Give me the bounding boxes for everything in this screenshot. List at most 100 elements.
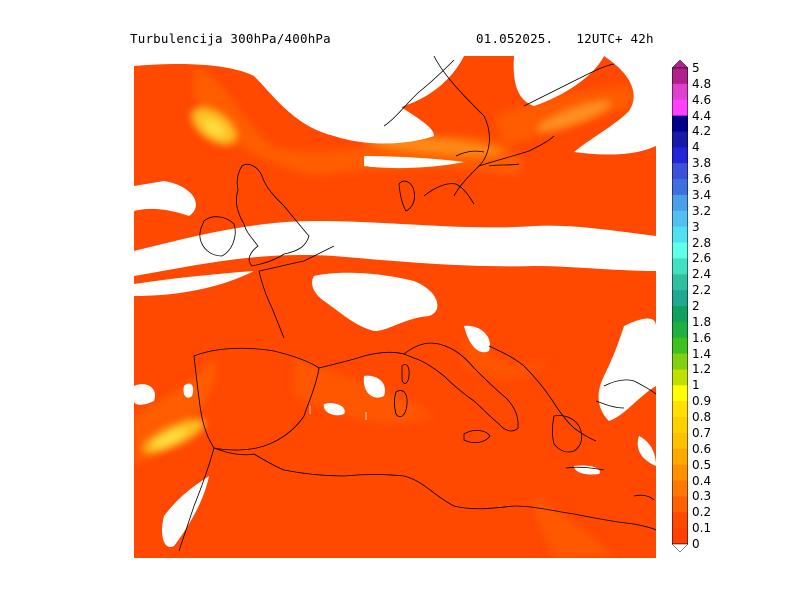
coast-britain <box>236 163 310 267</box>
legend-swatch <box>672 290 688 307</box>
legend-swatch <box>672 99 688 117</box>
legend-label: 3.2 <box>692 203 712 218</box>
legend-swatch <box>672 432 688 450</box>
legend-swatch <box>672 68 688 85</box>
legend-label: 4.6 <box>692 92 712 107</box>
legend-label: 0 <box>692 537 700 551</box>
legend-label: 1 <box>692 378 700 393</box>
legend-swatch <box>672 115 688 132</box>
legend-swatch <box>672 417 688 434</box>
legend-label: 2.4 <box>692 267 712 282</box>
coast-france-med <box>318 351 405 369</box>
coast-scandinavia <box>383 56 615 197</box>
legend-swatch <box>672 226 688 244</box>
high-cores <box>142 100 612 453</box>
legend-label: 0.2 <box>692 505 712 520</box>
legend-label: 3 <box>692 219 700 234</box>
clear-areas <box>134 56 656 547</box>
clear-central-europe-band <box>134 221 656 276</box>
coast-baltic <box>423 150 520 205</box>
legend-label: 0.5 <box>692 457 712 472</box>
legend-label: 3.4 <box>692 187 712 202</box>
clear-biscay-band <box>134 271 254 296</box>
field-ticks <box>177 278 485 420</box>
clear-balkans-east <box>598 318 656 421</box>
legend-swatch <box>672 337 688 355</box>
legend-arrow-bottom <box>672 543 688 552</box>
coast-balkans <box>488 345 597 442</box>
color-legend-bar <box>672 60 688 552</box>
legend-label: 3.6 <box>692 172 712 187</box>
legend-swatch <box>672 353 688 370</box>
legend-swatch <box>672 448 688 466</box>
clear-atlantic-sw <box>134 384 155 405</box>
legend-swatch <box>672 83 688 101</box>
clear-adriatic <box>464 325 490 353</box>
legend-label: 1.8 <box>692 314 712 329</box>
legend-label: 4.2 <box>692 124 712 139</box>
coast-iberia <box>193 347 320 451</box>
legend-arrow-top <box>672 60 688 69</box>
legend-label: 2.6 <box>692 251 712 266</box>
clear-arctic-east <box>574 56 656 155</box>
legend-label: 2.8 <box>692 235 712 250</box>
legend-label: 4 <box>692 140 700 155</box>
coastlines <box>178 56 656 552</box>
legend-swatch <box>672 274 688 291</box>
legend-swatch <box>672 528 688 545</box>
legend-label: 4.4 <box>692 108 712 123</box>
core-iberia-west-inner <box>153 429 187 447</box>
clear-sardinia <box>363 375 385 398</box>
clear-alps <box>312 272 438 331</box>
turbulence-map <box>134 56 656 558</box>
coast-north-africa <box>213 447 656 531</box>
legend-label: 0.6 <box>692 441 712 456</box>
legend-label: 1.4 <box>692 346 712 361</box>
legend-swatch <box>672 306 688 323</box>
legend-label: 1.6 <box>692 330 712 345</box>
coast-sicily <box>463 430 491 444</box>
clear-balearic <box>323 403 345 416</box>
legend-label: 5 <box>692 61 700 75</box>
coast-ireland <box>199 216 236 257</box>
legend-label: 1.2 <box>692 362 712 377</box>
legend-label: 4.8 <box>692 76 712 91</box>
legend-swatch <box>672 258 688 275</box>
legend-label: 0.8 <box>692 410 712 425</box>
coast-sardinia <box>394 390 408 418</box>
clear-norway-sea <box>274 56 464 121</box>
legend-swatch <box>672 369 688 386</box>
map-title: Turbulencija 300hPa/400hPa <box>130 31 331 46</box>
clear-atlantic-coast <box>183 383 194 398</box>
legend-swatch <box>672 464 688 482</box>
legend-label: 0.4 <box>692 473 712 488</box>
valid-time: 01.052025. 12UTC+ 42h <box>476 31 654 46</box>
legend-swatch <box>672 321 688 339</box>
legend-label: 0.1 <box>692 521 712 536</box>
clear-black-sea-edge <box>637 436 656 466</box>
legend-swatch <box>672 242 688 259</box>
coast-crete <box>565 466 605 471</box>
clear-scandinavia-north <box>513 56 604 106</box>
coast-denmark <box>398 180 415 212</box>
core-north-atlantic-inner <box>203 119 225 137</box>
legend-swatch <box>672 210 688 228</box>
coast-corsica <box>401 364 410 384</box>
legend-swatch <box>672 512 688 529</box>
legend-swatch <box>672 385 688 402</box>
coast-morocco <box>178 447 215 552</box>
legend-label: 3.8 <box>692 156 712 171</box>
legend-label: 2 <box>692 299 700 313</box>
band-africa-south <box>534 496 614 558</box>
clear-north-atlantic-low <box>134 181 196 216</box>
legend-label: 0.3 <box>692 489 712 504</box>
legend-swatch <box>672 401 688 418</box>
legend-swatch <box>672 131 688 148</box>
color-legend-labels: 5 4.8 4.6 4.4 4.2 4 3.8 3.6 3.4 3.2 3 2.8 2.6 2.4 2.2 2… <box>692 60 772 552</box>
coast-italy <box>403 342 519 432</box>
coast-turkey-west <box>595 379 656 409</box>
legend-swatch <box>672 147 688 164</box>
coast-france-north <box>258 245 335 272</box>
core-scandinavia <box>536 100 612 132</box>
legend-swatch <box>672 496 688 513</box>
